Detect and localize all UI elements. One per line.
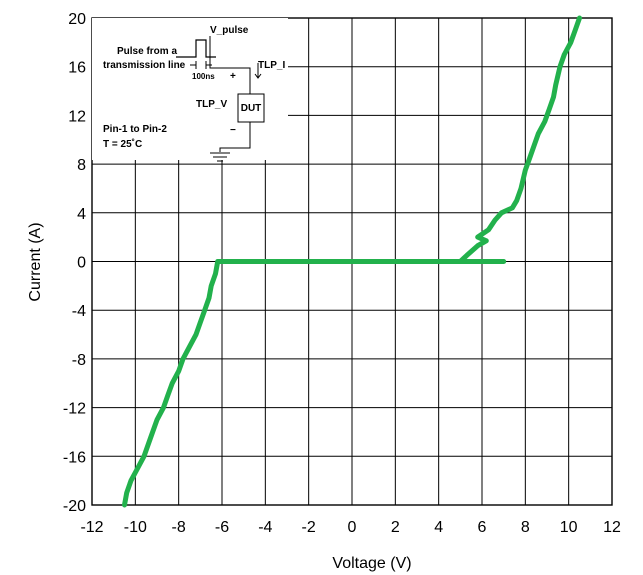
inset-dut: DUT <box>241 103 262 114</box>
plot-frame <box>91 17 613 506</box>
inset-temp: T = 25˚C <box>103 138 142 150</box>
y-tick-label: -16 <box>63 449 86 466</box>
inset-background <box>92 18 288 160</box>
inset-pulse-line2: transmission line <box>103 60 186 71</box>
circuit-wires <box>209 36 251 152</box>
inset-plus: + <box>230 71 236 82</box>
y-tick-label: 20 <box>68 11 86 28</box>
inset-minus: − <box>230 125 236 136</box>
series-line-0 <box>122 15 582 508</box>
x-axis-label: Voltage (V) <box>332 555 411 572</box>
pulse-waveform <box>176 39 216 58</box>
y-tick-label: 8 <box>77 157 86 174</box>
x-tick-label: -4 <box>258 519 272 536</box>
x-tick-labels: -12 -10 -8 -6 -4 -2 0 2 4 6 8 10 12 <box>80 519 621 536</box>
x-tick-label: -12 <box>80 519 103 536</box>
x-tick-label: 12 <box>603 519 621 536</box>
x-tick-label: -6 <box>215 519 229 536</box>
inset-tlp-v: TLP_V <box>196 99 227 110</box>
y-tick-label: -4 <box>72 303 86 320</box>
x-tick-label: 10 <box>560 519 578 536</box>
y-tick-label: 16 <box>68 60 86 77</box>
x-tick-label: 6 <box>478 519 487 536</box>
y-tick-label: 4 <box>77 206 86 223</box>
y-tick-label: -8 <box>72 352 86 369</box>
ground-symbol <box>210 152 230 162</box>
x-tick-label: 8 <box>521 519 530 536</box>
y-tick-labels: -20 -16 -12 -8 -4 0 4 8 12 16 20 <box>63 11 86 515</box>
y-tick-label: 0 <box>77 255 86 272</box>
x-tick-label: 4 <box>434 519 443 536</box>
grid-lines <box>91 17 613 506</box>
inset-v-pulse: V_pulse <box>210 25 249 36</box>
x-tick-label: -8 <box>172 519 186 536</box>
y-axis-label: Current (A) <box>27 222 44 301</box>
inset-tlp-i: TLP_I <box>258 60 285 71</box>
test-setup-inset: V_pulse Pulse from a transmission line 1… <box>92 18 288 162</box>
inset-duration: 100ns <box>192 72 215 81</box>
inset-pins: Pin-1 to Pin-2 <box>103 124 167 135</box>
y-tick-label: 12 <box>68 108 86 125</box>
pulse-duration-arrows <box>190 61 212 69</box>
inset-pulse-line1: Pulse from a <box>117 46 177 57</box>
x-tick-label: -2 <box>302 519 316 536</box>
y-tick-label: -12 <box>63 401 86 418</box>
current-arrow <box>254 63 262 79</box>
x-tick-label: -10 <box>124 519 147 536</box>
x-tick-label: 0 <box>348 519 357 536</box>
x-tick-label: 2 <box>391 519 400 536</box>
data-series <box>122 15 582 508</box>
dut-box <box>237 93 265 123</box>
y-tick-label: -20 <box>63 498 86 515</box>
